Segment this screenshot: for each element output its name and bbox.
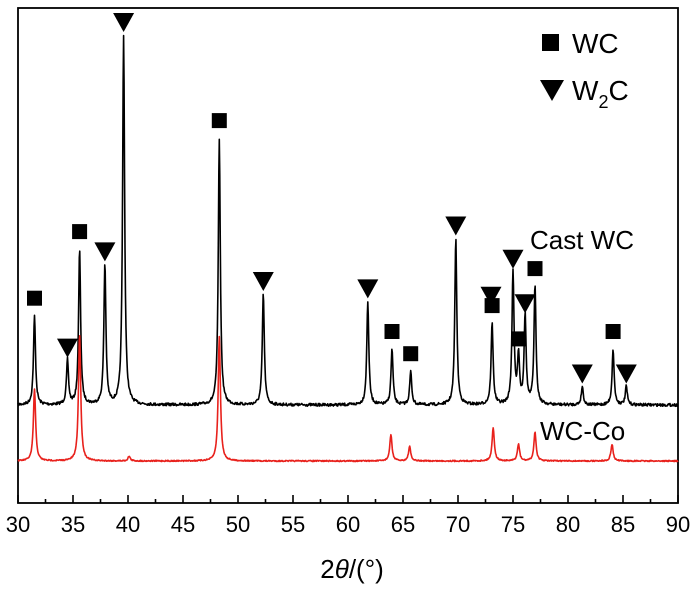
w2c-peak-marker [357,279,379,299]
x-tick-label: 70 [446,512,470,537]
wc-peak-marker [605,324,621,339]
x-tick-label: 90 [666,512,690,537]
x-axis-title-prefix: 2 [320,554,334,584]
legend-marker-triangle [540,80,564,101]
x-tick-label: 30 [6,512,30,537]
peak-markers [27,13,637,384]
wc-peak-marker [27,290,42,306]
legend: WC W2C [540,28,629,112]
x-tick-label: 55 [281,512,305,537]
w2c-peak-marker [502,249,524,269]
x-tick-label: 35 [61,512,85,537]
x-tick-label: 40 [116,512,140,537]
w2c-peak-marker [480,286,502,306]
x-axis-title-symbol: θ [335,554,349,584]
wc-peak-marker [211,113,227,129]
w2c-peak-marker [113,13,135,32]
w2c-peak-marker [571,364,593,384]
series-line-cast-wc [17,34,679,408]
w2c-peak-marker [94,242,116,262]
x-tick-label: 60 [336,512,360,537]
wc-peak-marker [403,346,419,362]
wc-peak-marker [527,261,543,277]
legend-label-w2c-base: W [572,75,599,106]
wc-peak-marker [384,324,400,339]
legend-marker-square [542,34,559,51]
legend-label-w2c-sub: 2 [598,92,608,112]
wc-peak-marker [484,298,500,314]
series-label-cast-wc: Cast WC [530,225,634,255]
x-tick-label: 50 [226,512,250,537]
wc-peak-marker [511,331,526,347]
series-label-wc-co: WC-Co [540,416,625,446]
x-axis-title-unit: /(°) [349,554,384,584]
x-tick-label: 45 [171,512,195,537]
w2c-peak-marker [57,338,78,358]
w2c-peak-marker [615,364,637,384]
w2c-peak-marker [514,294,536,314]
legend-label-wc: WC [572,28,619,59]
legend-label-w2c-suffix: C [608,75,628,106]
w2c-peak-marker [445,216,467,236]
legend-label-w2c: W2C [572,75,629,112]
x-tick-label: 85 [611,512,635,537]
x-axis-title: 2θ/(°) [320,554,384,584]
x-axis-ticks: 30 35 40 45 50 55 60 65 70 75 80 85 90 [6,495,690,537]
series-layer [17,34,679,463]
wc-peak-marker [72,224,88,240]
x-tick-label: 80 [556,512,580,537]
w2c-peak-marker [252,272,274,291]
series-line-wc-co [17,334,679,463]
x-tick-label: 65 [391,512,415,537]
x-tick-label: 75 [501,512,525,537]
